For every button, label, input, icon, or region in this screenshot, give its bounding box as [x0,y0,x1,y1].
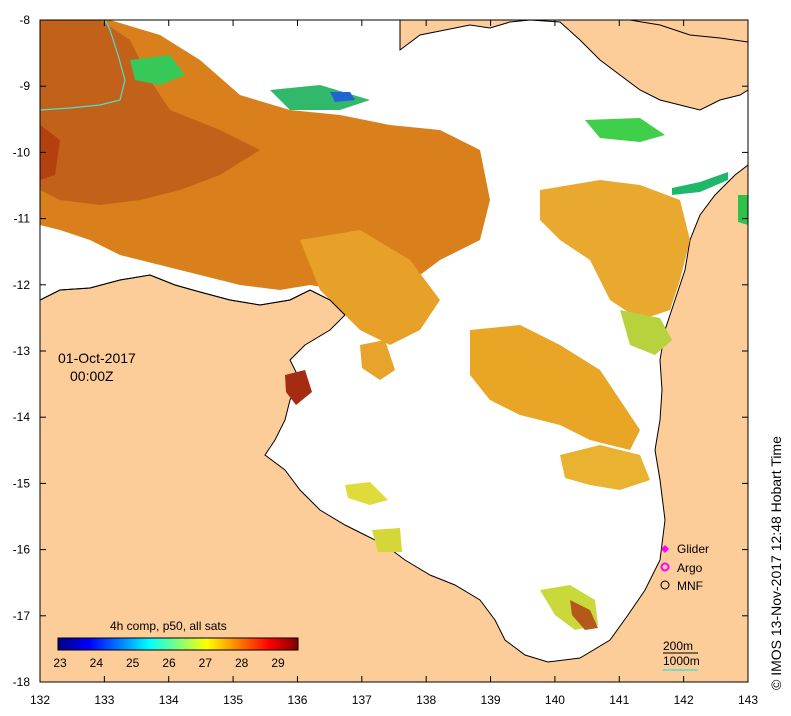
sst-south-hot [570,600,598,630]
land-new-guinea [399,20,748,111]
land-north-east [629,20,748,43]
sst-south-west-small [345,482,388,505]
sst-west-deep [40,20,260,205]
sst-west-hot [40,125,60,180]
map-layers [40,20,748,682]
colorbar-tick-label: 24 [90,656,104,670]
y-tick-label: -10 [13,145,31,159]
colorbar-tick-label: 29 [271,656,285,670]
y-tick-label: -8 [19,13,30,27]
y-tick-label: -13 [13,344,31,358]
colorbar-tick-label: 26 [162,656,176,670]
contour-legend: 200m 1000m [663,639,700,671]
colorbar-ticks: 23 24 25 26 27 28 29 [53,656,285,670]
contour-200m [40,20,126,111]
sst-data [40,20,748,630]
marker-legend: Glider Argo MNF [660,542,709,593]
x-tick-label: 133 [94,693,114,707]
glider-icon [661,545,669,553]
y-tick-label: -9 [19,79,30,93]
sst-gulf-hot [285,370,312,405]
x-tick-label: 132 [30,693,50,707]
colorbar: 4h comp, p50, all sats 23 24 25 26 27 28 29 [53,619,299,670]
sst-east-edge-green [738,195,748,225]
sst-east-green [620,310,672,355]
y-tick-label: -17 [13,609,31,623]
x-tick-label: 140 [545,693,565,707]
x-tick-label: 136 [287,693,307,707]
x-tick-label: 134 [159,693,179,707]
colorbar-tick-label: 27 [199,656,213,670]
y-tick-label: -18 [13,675,31,689]
x-tick-label: 139 [481,693,501,707]
y-tick-label: -15 [13,476,31,490]
mnf-icon [660,580,670,590]
y-axis: -8 -9 -10 -11 -12 -13 -14 -15 -16 -17 -18 [13,13,748,689]
credit-text: © IMOS 13-Nov-2017 12:48 Hobart Time [768,436,784,690]
sst-south-west-small2 [372,528,402,552]
colorbar-gradient [57,637,299,651]
sst-north-green1 [130,55,185,85]
sst-north-green2 [270,85,370,110]
x-tick-label: 138 [416,693,436,707]
x-tick-label: 143 [738,693,758,707]
legend-argo: Argo [677,561,703,575]
sst-north-blue [330,92,355,102]
legend-glider: Glider [677,542,709,556]
colorbar-title: 4h comp, p50, all sats [110,619,227,633]
y-tick-label: -12 [13,278,31,292]
sst-central-band [300,230,440,345]
y-tick-label: -16 [13,543,31,557]
sst-ne-green [585,118,665,142]
colorbar-tick-label: 28 [235,656,249,670]
sst-gulf-mid [360,340,395,380]
argo-icon [660,562,670,572]
sst-south-patch [560,445,650,490]
x-tick-label: 142 [674,693,694,707]
y-tick-label: -11 [14,212,31,226]
sst-east-mid [540,180,690,320]
colorbar-tick-label: 25 [126,656,140,670]
sst-central-south [470,325,640,450]
y-tick-label: -14 [13,410,31,424]
land [40,20,748,682]
date-label: 01-Oct-2017 [58,350,136,366]
contour-1000m-label: 1000m [663,654,700,668]
x-tick-label: 137 [352,693,372,707]
x-tick-label: 135 [223,693,243,707]
legend-mnf: MNF [677,579,703,593]
sst-ne-green-strip [672,172,728,195]
x-axis: 132 133 134 135 136 137 138 139 140 141 142 143 [30,20,758,707]
colorbar-tick-label: 23 [53,656,67,670]
coastline [40,274,346,316]
time-label: 00:00Z [70,368,114,384]
x-tick-label: 141 [609,693,629,707]
contour-200m-label: 200m [663,639,693,653]
